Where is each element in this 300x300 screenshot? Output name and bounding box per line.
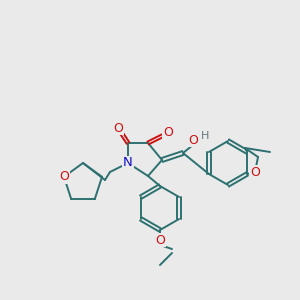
Text: O: O — [155, 233, 165, 247]
Text: N: N — [123, 157, 133, 169]
Text: O: O — [163, 127, 173, 140]
Text: O: O — [250, 166, 260, 178]
Text: O: O — [113, 122, 123, 134]
Text: H: H — [201, 131, 209, 141]
Text: O: O — [188, 134, 198, 146]
Text: O: O — [59, 170, 69, 183]
